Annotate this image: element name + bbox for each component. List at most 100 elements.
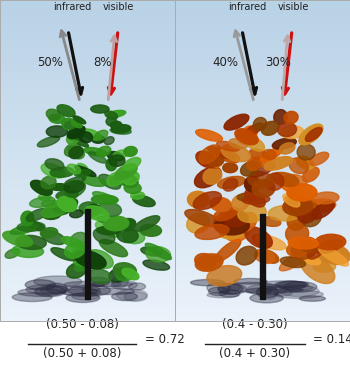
Bar: [0, 217, 350, 221]
Bar: [0, 140, 350, 144]
Ellipse shape: [72, 248, 96, 264]
Ellipse shape: [283, 194, 300, 207]
Ellipse shape: [315, 234, 346, 250]
Ellipse shape: [93, 228, 115, 244]
Bar: [0, 156, 350, 161]
Ellipse shape: [63, 289, 101, 296]
Ellipse shape: [124, 292, 147, 301]
Ellipse shape: [113, 150, 130, 158]
Ellipse shape: [220, 219, 255, 239]
Ellipse shape: [74, 251, 106, 269]
Ellipse shape: [56, 190, 78, 200]
Ellipse shape: [16, 235, 46, 249]
Ellipse shape: [68, 146, 84, 159]
Ellipse shape: [250, 293, 283, 303]
Ellipse shape: [195, 167, 221, 188]
Bar: [0, 189, 350, 193]
Ellipse shape: [30, 197, 55, 207]
Ellipse shape: [237, 193, 262, 201]
Ellipse shape: [21, 211, 34, 226]
Ellipse shape: [228, 282, 277, 292]
Ellipse shape: [261, 287, 278, 300]
Ellipse shape: [256, 235, 286, 250]
Ellipse shape: [68, 134, 89, 147]
Ellipse shape: [219, 290, 240, 297]
Ellipse shape: [133, 195, 155, 207]
Ellipse shape: [187, 213, 210, 233]
Bar: [0, 293, 350, 297]
Ellipse shape: [77, 163, 88, 171]
Bar: [0, 116, 350, 120]
Ellipse shape: [111, 280, 137, 289]
Ellipse shape: [112, 276, 128, 287]
Bar: [0, 80, 350, 84]
Ellipse shape: [79, 132, 93, 142]
Ellipse shape: [248, 172, 274, 188]
Ellipse shape: [71, 121, 82, 128]
Ellipse shape: [62, 118, 75, 130]
Bar: [0, 209, 350, 213]
Ellipse shape: [26, 209, 48, 221]
Ellipse shape: [229, 138, 248, 149]
Ellipse shape: [287, 212, 306, 230]
Ellipse shape: [214, 216, 249, 235]
Bar: [84, 209, 90, 299]
Ellipse shape: [34, 276, 82, 287]
Bar: [0, 229, 350, 233]
Ellipse shape: [97, 146, 111, 157]
Ellipse shape: [279, 286, 319, 296]
Ellipse shape: [219, 284, 246, 294]
Ellipse shape: [66, 134, 78, 145]
Ellipse shape: [45, 159, 64, 170]
Ellipse shape: [283, 174, 308, 186]
Ellipse shape: [3, 231, 33, 247]
Ellipse shape: [86, 204, 100, 216]
Ellipse shape: [193, 192, 222, 210]
Bar: [0, 24, 350, 28]
Bar: [0, 68, 350, 72]
Bar: [0, 84, 350, 88]
Ellipse shape: [203, 168, 222, 184]
Ellipse shape: [25, 221, 46, 231]
Bar: [0, 20, 350, 24]
Ellipse shape: [243, 123, 263, 137]
Bar: [0, 32, 350, 36]
Ellipse shape: [92, 282, 121, 287]
Ellipse shape: [207, 282, 230, 293]
Ellipse shape: [98, 202, 121, 216]
Bar: [0, 177, 350, 180]
Ellipse shape: [72, 293, 99, 300]
Text: near
infrared: near infrared: [228, 0, 266, 12]
Ellipse shape: [283, 198, 312, 216]
Ellipse shape: [85, 206, 109, 221]
Ellipse shape: [88, 288, 134, 294]
Bar: [0, 309, 350, 313]
Ellipse shape: [260, 147, 283, 162]
Text: (0.50 - 0.08): (0.50 - 0.08): [46, 318, 118, 331]
Bar: [0, 180, 350, 184]
Bar: [259, 214, 265, 299]
Ellipse shape: [232, 194, 249, 210]
Ellipse shape: [235, 212, 257, 232]
Ellipse shape: [57, 196, 77, 212]
Ellipse shape: [261, 121, 279, 135]
Ellipse shape: [218, 284, 243, 294]
Ellipse shape: [51, 248, 76, 261]
Ellipse shape: [300, 255, 335, 284]
Ellipse shape: [317, 243, 350, 265]
Ellipse shape: [35, 286, 65, 296]
Ellipse shape: [99, 240, 127, 257]
Ellipse shape: [185, 210, 220, 226]
Ellipse shape: [238, 204, 266, 223]
Ellipse shape: [67, 164, 80, 174]
Bar: [0, 112, 350, 116]
Ellipse shape: [274, 110, 287, 124]
Ellipse shape: [113, 263, 136, 277]
Ellipse shape: [244, 176, 260, 192]
Ellipse shape: [245, 227, 272, 248]
Ellipse shape: [280, 257, 306, 268]
Ellipse shape: [83, 286, 100, 293]
Bar: [0, 172, 350, 177]
Bar: [0, 265, 350, 269]
Ellipse shape: [46, 109, 60, 120]
